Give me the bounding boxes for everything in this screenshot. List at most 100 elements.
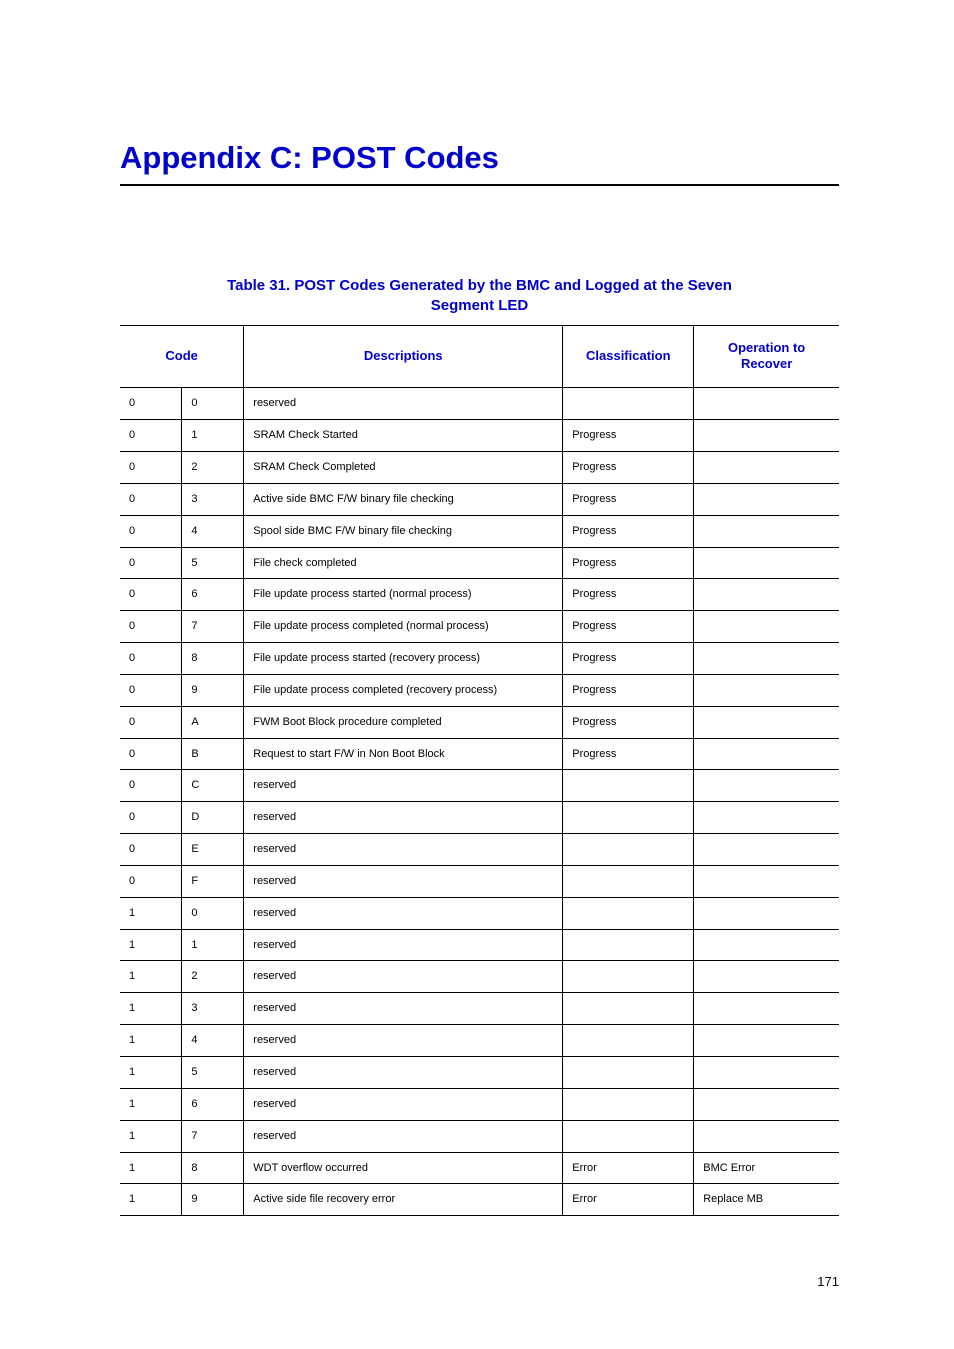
cell-classification (563, 802, 694, 834)
table-caption: Table 31. POST Codes Generated by the BM… (200, 276, 760, 317)
cell-classification (563, 834, 694, 866)
cell-code-low: 9 (182, 674, 244, 706)
cell-operation: Replace MB (694, 1184, 839, 1216)
table-row: 0Freserved (120, 865, 839, 897)
cell-code-low: 9 (182, 1184, 244, 1216)
cell-code-low: 3 (182, 483, 244, 515)
table-row: 0BRequest to start F/W in Non Boot Block… (120, 738, 839, 770)
cell-code-low: 3 (182, 993, 244, 1025)
cell-description: SRAM Check Started (244, 420, 563, 452)
cell-description: File update process completed (normal pr… (244, 611, 563, 643)
cell-operation (694, 547, 839, 579)
table-row: 0AFWM Boot Block procedure completedProg… (120, 706, 839, 738)
cell-description: reserved (244, 388, 563, 420)
table-row: 10reserved (120, 897, 839, 929)
cell-code-high: 0 (120, 515, 182, 547)
table-row: 05File check completedProgress (120, 547, 839, 579)
cell-operation (694, 611, 839, 643)
cell-description: Active side BMC F/W binary file checking (244, 483, 563, 515)
cell-operation (694, 1057, 839, 1089)
cell-code-high: 1 (120, 1120, 182, 1152)
cell-operation (694, 579, 839, 611)
table-row: 0Creserved (120, 770, 839, 802)
cell-classification: Progress (563, 451, 694, 483)
cell-classification (563, 961, 694, 993)
cell-classification: Progress (563, 579, 694, 611)
cell-code-high: 0 (120, 388, 182, 420)
cell-code-low: 4 (182, 1025, 244, 1057)
cell-classification (563, 929, 694, 961)
cell-operation (694, 1120, 839, 1152)
cell-classification: Progress (563, 674, 694, 706)
cell-classification: Progress (563, 515, 694, 547)
cell-code-high: 1 (120, 1025, 182, 1057)
cell-code-low: 0 (182, 388, 244, 420)
cell-classification (563, 865, 694, 897)
cell-code-high: 0 (120, 547, 182, 579)
table-row: 13reserved (120, 993, 839, 1025)
cell-classification: Progress (563, 547, 694, 579)
cell-classification (563, 770, 694, 802)
cell-description: File check completed (244, 547, 563, 579)
cell-code-high: 0 (120, 483, 182, 515)
cell-code-low: 7 (182, 611, 244, 643)
cell-classification (563, 1088, 694, 1120)
cell-description: reserved (244, 802, 563, 834)
cell-operation (694, 388, 839, 420)
cell-description: Spool side BMC F/W binary file checking (244, 515, 563, 547)
cell-code-high: 0 (120, 770, 182, 802)
cell-code-high: 1 (120, 897, 182, 929)
col-header-descriptions: Descriptions (244, 325, 563, 388)
cell-classification (563, 1025, 694, 1057)
cell-classification (563, 993, 694, 1025)
cell-description: Active side file recovery error (244, 1184, 563, 1216)
cell-classification: Progress (563, 611, 694, 643)
cell-operation (694, 674, 839, 706)
cell-code-high: 0 (120, 706, 182, 738)
cell-operation (694, 1088, 839, 1120)
cell-code-high: 1 (120, 1184, 182, 1216)
cell-code-low: D (182, 802, 244, 834)
cell-operation (694, 865, 839, 897)
cell-description: reserved (244, 929, 563, 961)
cell-operation (694, 515, 839, 547)
table-row: 16reserved (120, 1088, 839, 1120)
cell-code-high: 1 (120, 929, 182, 961)
cell-operation: BMC Error (694, 1152, 839, 1184)
post-codes-table: Code Descriptions Classification Operati… (120, 325, 839, 1217)
cell-code-high: 0 (120, 865, 182, 897)
table-row: 09File update process completed (recover… (120, 674, 839, 706)
cell-code-low: E (182, 834, 244, 866)
table-row: 06File update process started (normal pr… (120, 579, 839, 611)
appendix-title: Appendix C: POST Codes (120, 140, 839, 176)
cell-classification (563, 1057, 694, 1089)
table-row: 0Dreserved (120, 802, 839, 834)
cell-classification: Error (563, 1152, 694, 1184)
table-row: 04Spool side BMC F/W binary file checkin… (120, 515, 839, 547)
table-row: 07File update process completed (normal … (120, 611, 839, 643)
document-page: Appendix C: POST Codes Table 31. POST Co… (0, 0, 954, 1349)
table-row: 17reserved (120, 1120, 839, 1152)
cell-classification: Progress (563, 420, 694, 452)
cell-code-high: 1 (120, 1057, 182, 1089)
table-row: 18WDT overflow occurredErrorBMC Error (120, 1152, 839, 1184)
cell-operation (694, 451, 839, 483)
cell-description: reserved (244, 993, 563, 1025)
cell-code-high: 1 (120, 961, 182, 993)
cell-code-high: 0 (120, 802, 182, 834)
cell-description: reserved (244, 961, 563, 993)
table-row: 01SRAM Check StartedProgress (120, 420, 839, 452)
cell-code-low: C (182, 770, 244, 802)
cell-operation (694, 643, 839, 675)
cell-classification (563, 1120, 694, 1152)
col-header-classification: Classification (563, 325, 694, 388)
cell-code-high: 0 (120, 611, 182, 643)
cell-code-high: 0 (120, 579, 182, 611)
cell-code-low: 8 (182, 643, 244, 675)
cell-description: Request to start F/W in Non Boot Block (244, 738, 563, 770)
col-header-code: Code (120, 325, 244, 388)
cell-description: reserved (244, 865, 563, 897)
cell-code-high: 1 (120, 993, 182, 1025)
cell-code-high: 1 (120, 1152, 182, 1184)
cell-classification (563, 897, 694, 929)
